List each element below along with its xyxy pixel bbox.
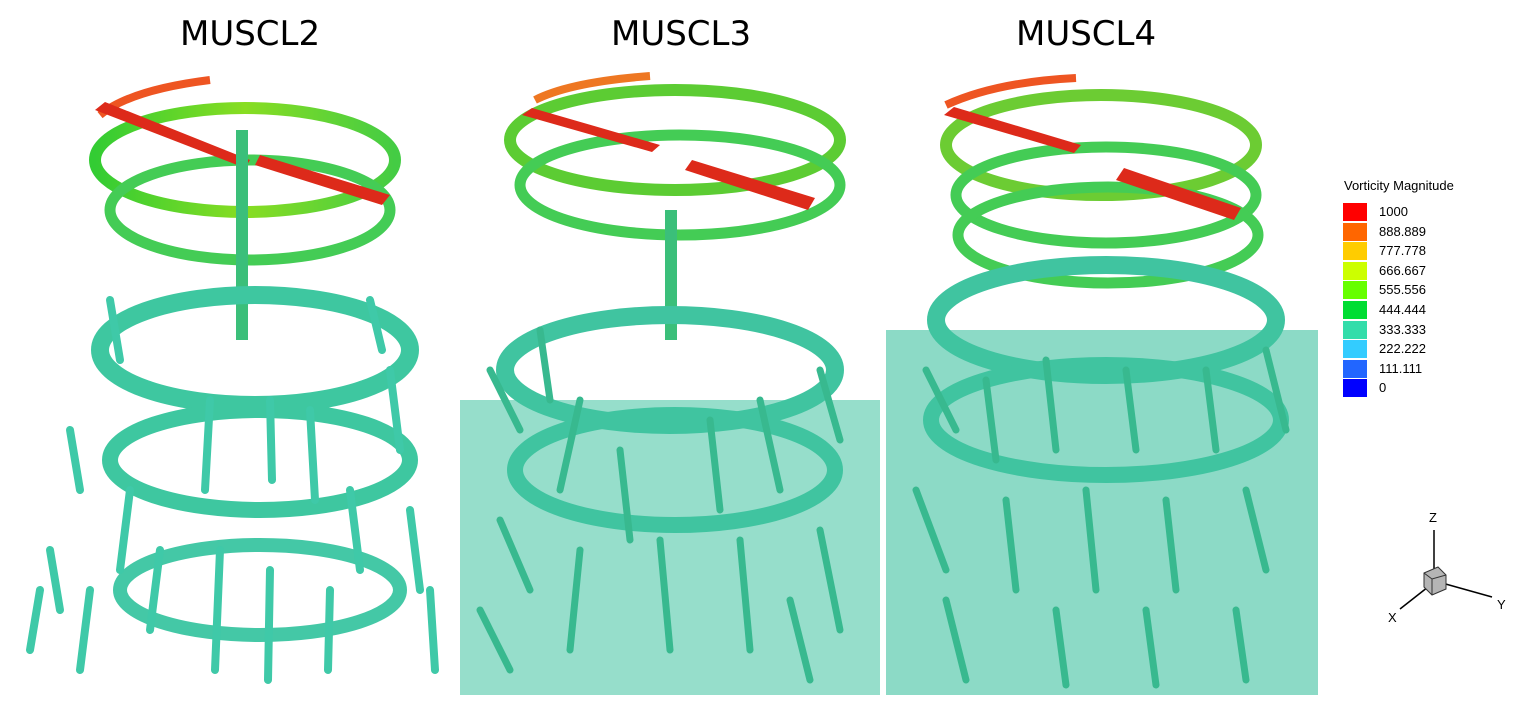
panel-title-muscl2: MUSCL2 [180,14,321,54]
vorticity-isosurface-muscl4 [886,74,1318,695]
legend-label: 666.667 [1379,262,1426,278]
vorticity-isosurface-muscl2 [26,76,439,684]
panel-title-muscl4: MUSCL4 [1016,14,1157,54]
legend-color-swatch [1343,359,1367,378]
legend-color-swatch [1343,320,1367,339]
legend-row: 333.333 [1343,320,1463,339]
legend-color-swatch [1343,203,1367,221]
legend-label: 111.111 [1379,360,1423,376]
legend-row: 111.111 [1343,359,1463,378]
legend-label: 888.889 [1379,223,1426,239]
legend-row: 555.556 [1343,281,1463,300]
legend-label: 222.222 [1379,341,1426,357]
legend-label: 0 [1379,380,1387,396]
legend-row: 1000 [1343,203,1463,221]
legend-row: 666.667 [1343,261,1463,280]
legend-label: 1000 [1379,204,1408,219]
legend-row: 777.778 [1343,242,1463,261]
legend-label: 333.333 [1379,321,1426,337]
legend-row: 0 [1343,379,1463,398]
legend-label: 777.778 [1379,243,1426,259]
legend-label: 555.556 [1379,282,1426,298]
legend-color-swatch [1343,222,1367,241]
legend-color-swatch [1343,281,1367,300]
legend-title: Vorticity Magnitude [1344,178,1454,193]
legend-label: 444.444 [1379,302,1426,317]
vorticity-isosurface-muscl3 [460,72,880,695]
legend-row: 888.889 [1343,222,1463,241]
legend-row: 444.444 [1343,301,1463,319]
axis-triad [1399,530,1493,610]
legend-color-swatch [1343,340,1367,359]
legend-color-swatch [1343,261,1367,280]
panel-title-muscl3: MUSCL3 [611,14,752,54]
axis-label-y: Y [1497,597,1506,612]
legend-color-swatch [1343,301,1367,319]
axis-label-z: Z [1429,510,1437,525]
legend-color-swatch [1343,379,1367,398]
legend-row: 222.222 [1343,340,1463,359]
legend-color-swatch [1343,242,1367,261]
axis-label-x: X [1388,610,1397,625]
